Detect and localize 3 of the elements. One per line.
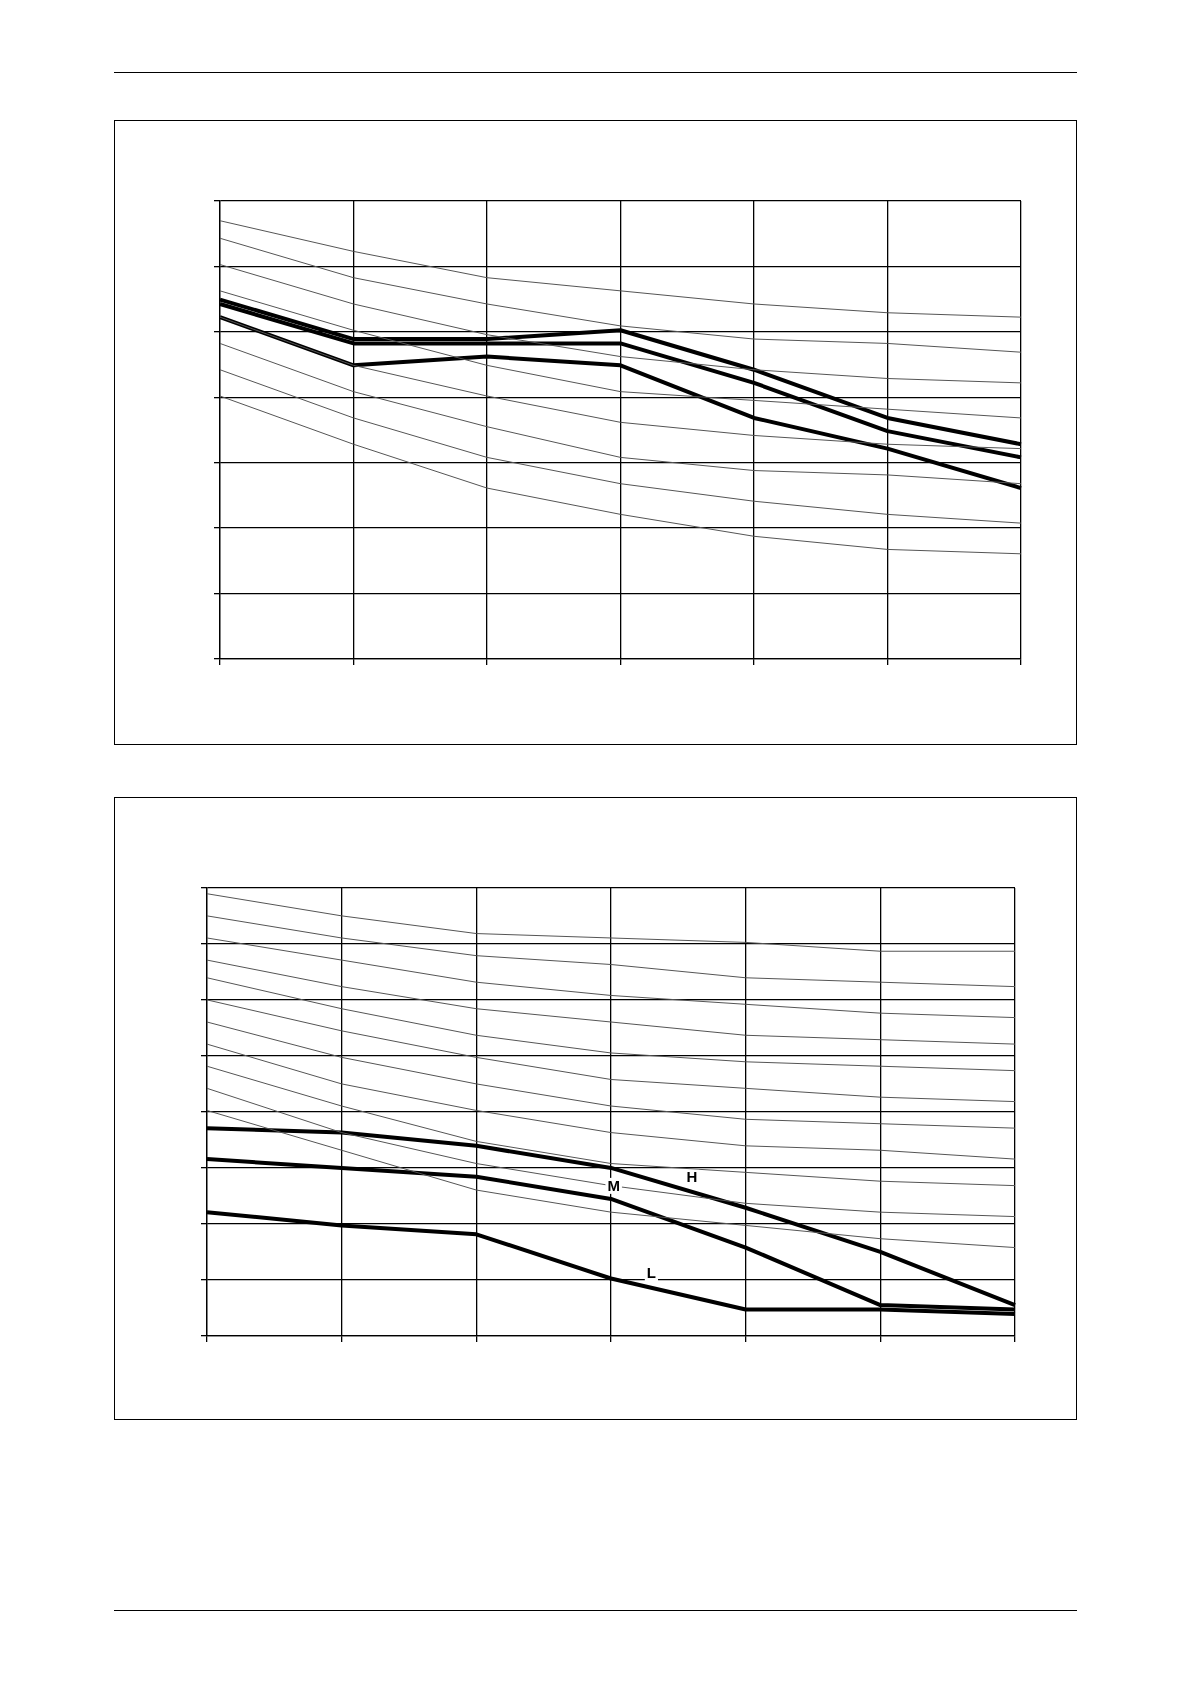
series-label: M [607, 1176, 620, 1194]
series-label: H [686, 1168, 698, 1186]
series-label: L [646, 1264, 656, 1282]
